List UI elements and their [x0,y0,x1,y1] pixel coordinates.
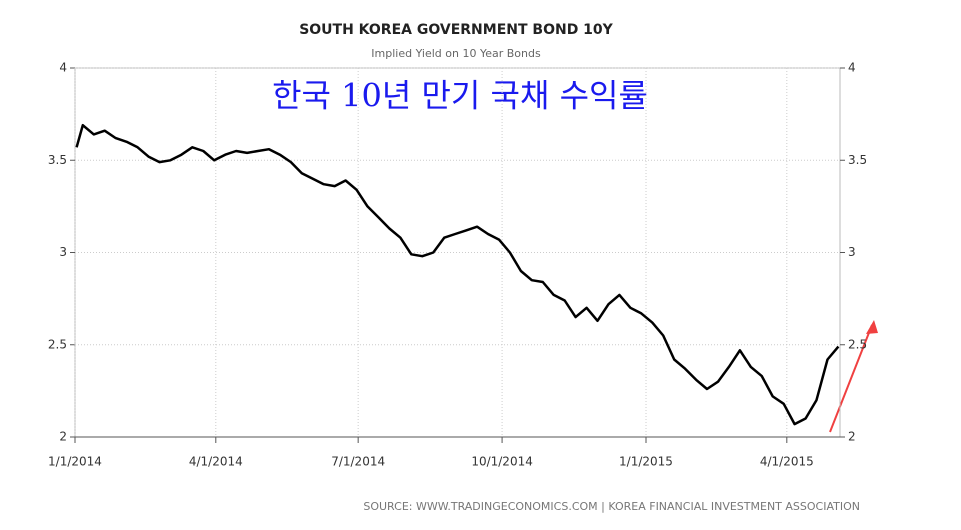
x-tick-label: 10/1/2014 [471,455,533,469]
y-tick-label: 4 [59,61,67,75]
arrow [829,324,873,433]
line-series [75,123,840,426]
x-tick-label: 4/1/2015 [760,455,814,469]
x-tick-label: 7/1/2014 [331,455,385,469]
x-tick-label: 4/1/2014 [189,455,243,469]
y2-tick-label: 3.5 [848,153,867,167]
y-tick-label: 3.5 [48,153,67,167]
annotation: 한국 10년 만기 국채 수익률 [272,77,648,115]
arrow-head [866,320,878,334]
y2-tick-label: 4 [848,61,856,75]
y2-tick-label: 3 [848,245,856,259]
chart-subtitle: Implied Yield on 10 Year Bonds [371,47,541,60]
x-tick-label: 1/1/2015 [619,455,673,469]
y2-tick-label: 2.5 [848,337,867,351]
y-tick-label: 2 [59,430,67,444]
x-tick-label: 1/1/2014 [48,455,102,469]
y-tick-label: 3 [59,245,67,259]
y-tick-label: 2.5 [48,337,67,351]
y2-tick-label: 2 [848,430,856,444]
source: SOURCE: WWW.TRADINGECONOMICS.COM | KOREA… [363,500,860,513]
chart-title: SOUTH KOREA GOVERNMENT BOND 10Y [299,22,613,38]
